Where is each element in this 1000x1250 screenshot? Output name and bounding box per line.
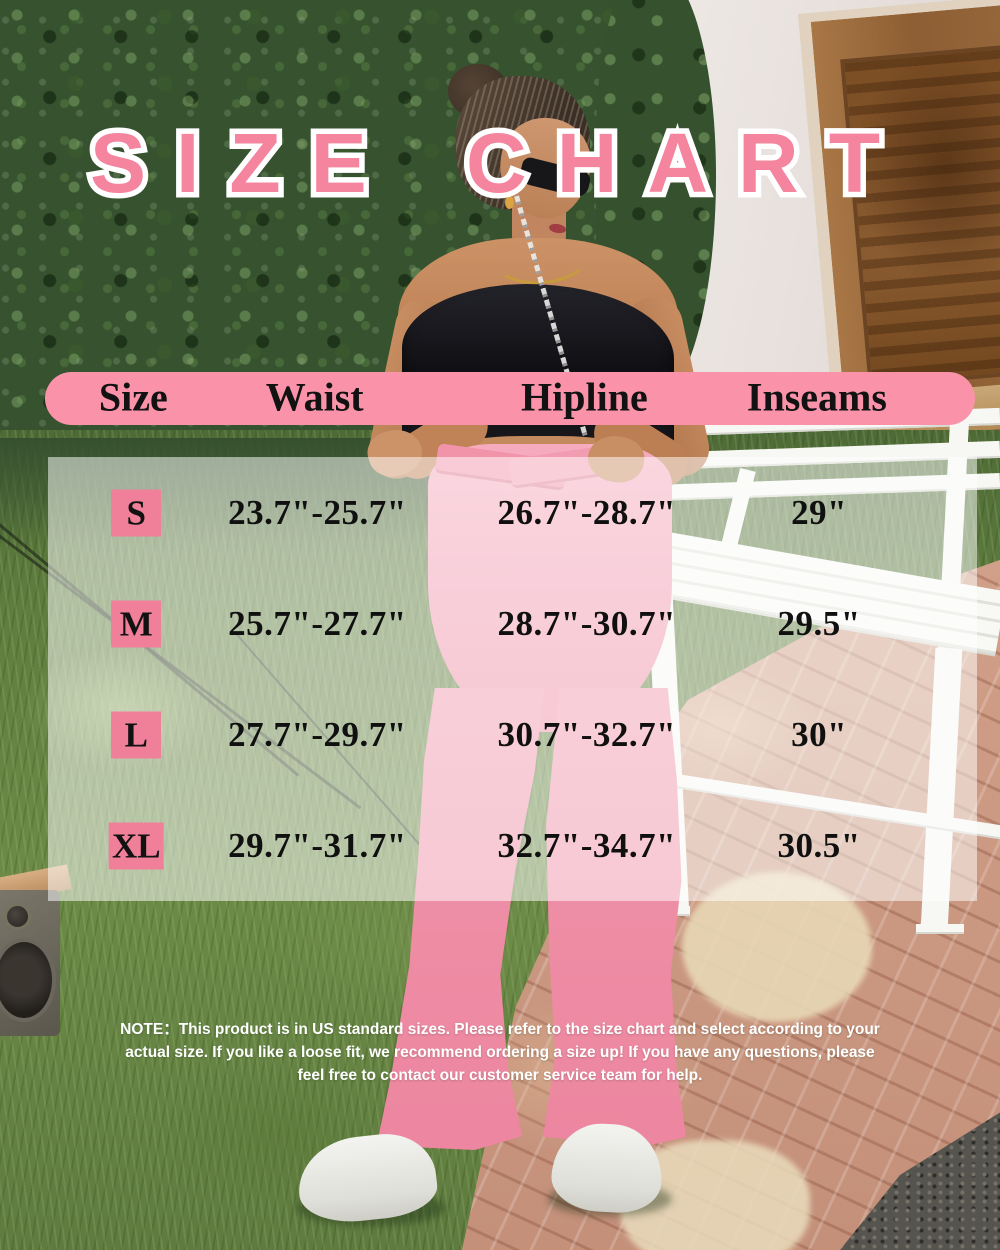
hipline-value: 26.7"-28.7" xyxy=(497,492,677,532)
hipline-value: 28.7"-30.7" xyxy=(497,603,677,643)
hipline-value: 32.7"-34.7" xyxy=(497,825,677,865)
size-badge: L xyxy=(111,711,162,758)
earring xyxy=(505,196,514,209)
header-waist: Waist xyxy=(265,374,364,420)
table-row-l: L 27.7"-29.7" 30.7"-32.7" 30" xyxy=(48,679,977,790)
header-size: Size xyxy=(98,374,168,420)
hipline-value: 30.7"-32.7" xyxy=(497,714,677,754)
page-title-text: SIZE CHART xyxy=(90,116,910,210)
header-hipline: Hipline xyxy=(521,374,648,420)
waist-value: 27.7"-29.7" xyxy=(228,714,407,754)
page-title: SIZE CHART SIZE CHART xyxy=(0,111,1000,216)
size-badge: M xyxy=(111,600,162,647)
note-line: actual size. If you like a loose fit, we… xyxy=(125,1044,875,1061)
page-title-outline: SIZE CHART xyxy=(85,111,910,216)
door-panel xyxy=(840,42,1000,389)
size-badge: S xyxy=(111,489,162,536)
speaker-knob xyxy=(4,903,31,930)
inseams-value: 29" xyxy=(791,492,848,532)
waist-value: 29.7"-31.7" xyxy=(228,825,407,865)
note-text: NOTE：This product is in US standard size… xyxy=(100,1018,900,1087)
table-row-xl: XL 29.7"-31.7" 32.7"-34.7" 30.5" xyxy=(48,790,977,901)
inseams-value: 30" xyxy=(791,714,848,754)
header-inseams: Inseams xyxy=(746,374,887,420)
speaker-cone xyxy=(0,938,56,1022)
waist-value: 23.7"-25.7" xyxy=(228,492,407,532)
table-header-bar: Size Waist Hipline Inseams xyxy=(45,372,975,425)
table-row-s: S 23.7"-25.7" 26.7"-28.7" 29" xyxy=(48,457,977,568)
size-badge: XL xyxy=(108,822,164,869)
inseams-value: 30.5" xyxy=(777,825,861,865)
inseams-value: 29.5" xyxy=(777,603,861,643)
waist-value: 25.7"-27.7" xyxy=(228,603,407,643)
table-row-m: M 25.7"-27.7" 28.7"-30.7" 29.5" xyxy=(48,568,977,679)
bench-foot xyxy=(916,924,964,934)
table-body: S 23.7"-25.7" 26.7"-28.7" 29" M 25.7"-27… xyxy=(48,457,977,901)
note-line: feel free to contact our customer servic… xyxy=(297,1067,703,1084)
note-line: NOTE：This product is in US standard size… xyxy=(120,1021,880,1038)
